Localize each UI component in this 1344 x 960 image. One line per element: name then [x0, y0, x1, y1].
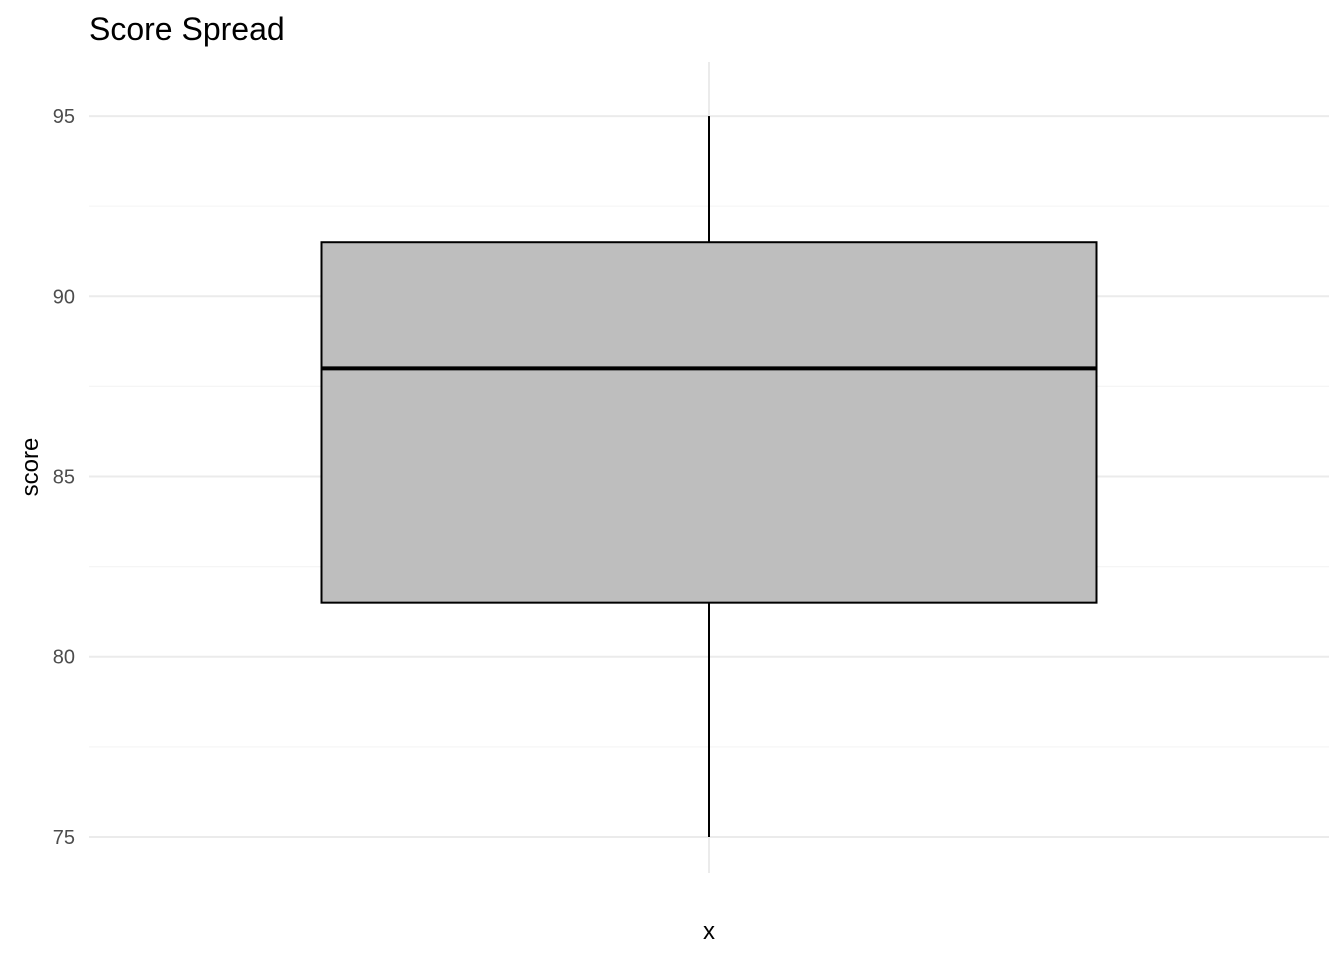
y-tick-label: 75	[53, 827, 75, 849]
y-tick-label: 90	[53, 286, 75, 308]
y-tick-label: 95	[53, 106, 75, 128]
y-axis-title: score	[17, 438, 44, 497]
box-layer	[320, 116, 1098, 837]
x-axis-title: x	[703, 918, 715, 945]
y-tick-label: 80	[53, 647, 75, 669]
chart-title: Score Spread	[89, 11, 285, 47]
iqr-box	[320, 241, 1098, 604]
y-tick-label: 85	[53, 467, 75, 489]
y-axis-ticks: 75 80 85 90 95	[53, 106, 75, 849]
